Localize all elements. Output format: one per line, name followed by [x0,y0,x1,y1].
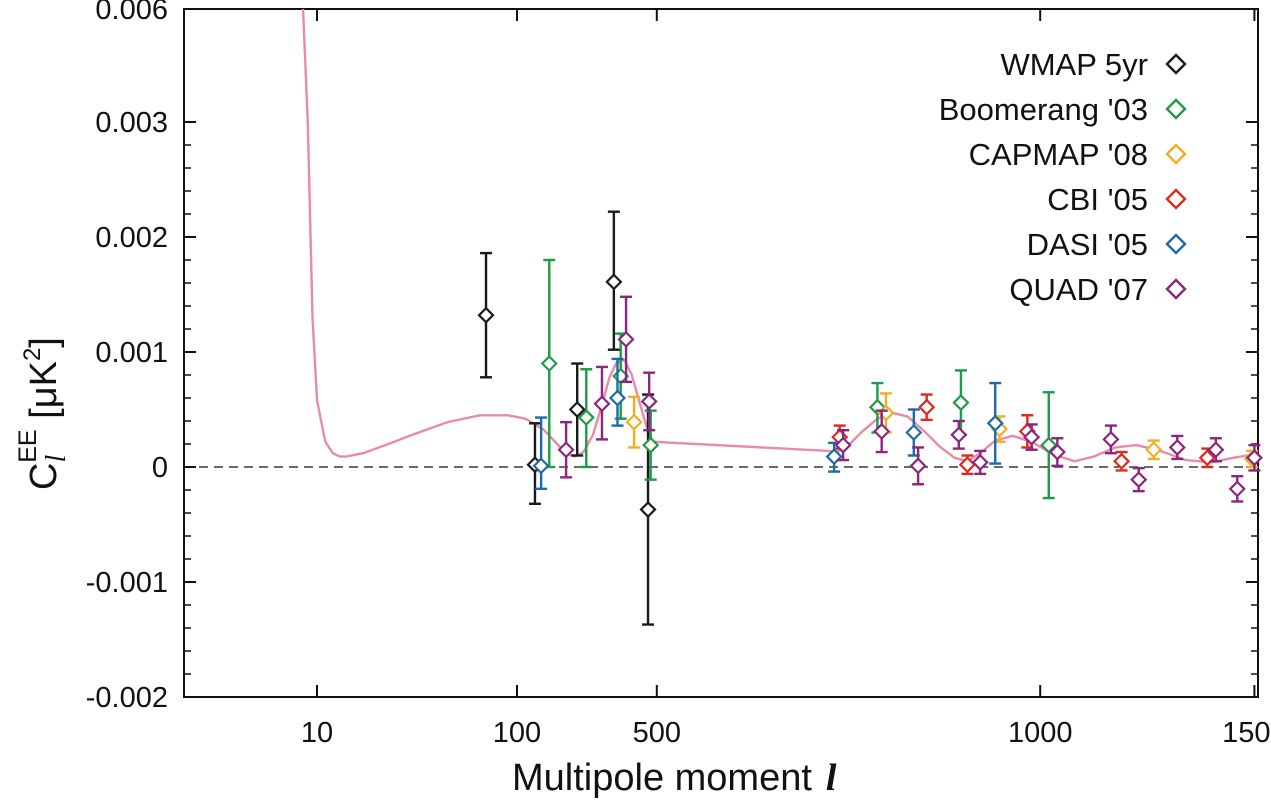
series-1 [540,258,1058,500]
data-point [1113,452,1131,470]
data-point [909,457,927,475]
y-tick-label: -0.001 [86,567,168,599]
x-tick-label: 10 [301,717,333,749]
data-point [477,306,495,324]
data-point [873,422,891,440]
legend-marker [1165,188,1187,210]
data-point [1145,441,1163,459]
data-point [642,436,660,454]
data-points [477,210,1263,626]
data-point [593,395,611,413]
x-axis: 10 100 500 1000 1500 [301,9,1271,749]
data-point [1228,480,1246,498]
y-axis-title: ClEE [μK2] [14,337,72,490]
data-point [986,414,1004,432]
data-point [918,398,936,416]
data-point [608,389,627,407]
legend-label: WMAP 5yr [1000,47,1148,82]
data-point [1023,428,1041,446]
theory-curve [301,9,1258,464]
y-tick-label: 0.003 [95,107,168,139]
data-point [640,392,658,411]
legend-marker [1165,143,1187,165]
data-point [834,436,852,454]
data-point [605,273,623,291]
data-point [639,500,657,519]
x-tick-label: 500 [633,717,681,749]
data-point [568,400,586,419]
legend-label: QUAD '07 [1009,272,1148,307]
legend-marker [1165,98,1187,120]
data-point [1130,471,1148,489]
data-point [1168,438,1186,457]
data-point [952,394,970,412]
legend-label: DASI '05 [1027,227,1148,262]
x-tick-label: 1500 [1222,717,1271,749]
data-point [1245,449,1263,467]
series-0 [477,210,657,626]
legend-marker [1165,53,1187,75]
x-tick-label: 100 [493,717,541,749]
data-point [532,457,550,475]
y-tick-label: 0.006 [95,0,168,26]
y-axis: -0.002 -0.001 0 0.001 0.002 0.003 0.006 [86,0,1258,714]
legend-label: CBI '05 [1047,182,1148,217]
legend-marker [1165,233,1187,255]
data-point [950,426,968,444]
data-point [557,441,575,459]
data-point [540,354,558,373]
series-5 [557,295,1263,503]
data-point [1102,430,1120,448]
data-point [577,408,595,427]
data-point [617,330,635,348]
x-tick-label: 1000 [1008,717,1073,749]
y-tick-label: 0.002 [95,222,168,254]
data-point [1207,441,1225,459]
data-point [971,453,989,471]
y-tick-label: -0.002 [86,682,168,714]
data-point [1048,443,1066,461]
legend-label: CAPMAP '08 [969,137,1148,172]
legend-label: Boomerang '03 [939,92,1148,127]
legend-marker [1165,278,1187,300]
x-axis-title: Multipole moment l [512,757,837,799]
series-4 [532,357,1004,491]
data-point [905,423,923,442]
y-tick-label: 0.001 [95,337,168,369]
legend: WMAP 5yr Boomerang '03 CAPMAP '08 CBI '05 DA… [939,47,1187,307]
data-point [625,413,643,431]
y-tick-label: 0 [152,452,168,484]
y-minor-ticks [184,144,1258,675]
series-2 [625,392,1261,469]
